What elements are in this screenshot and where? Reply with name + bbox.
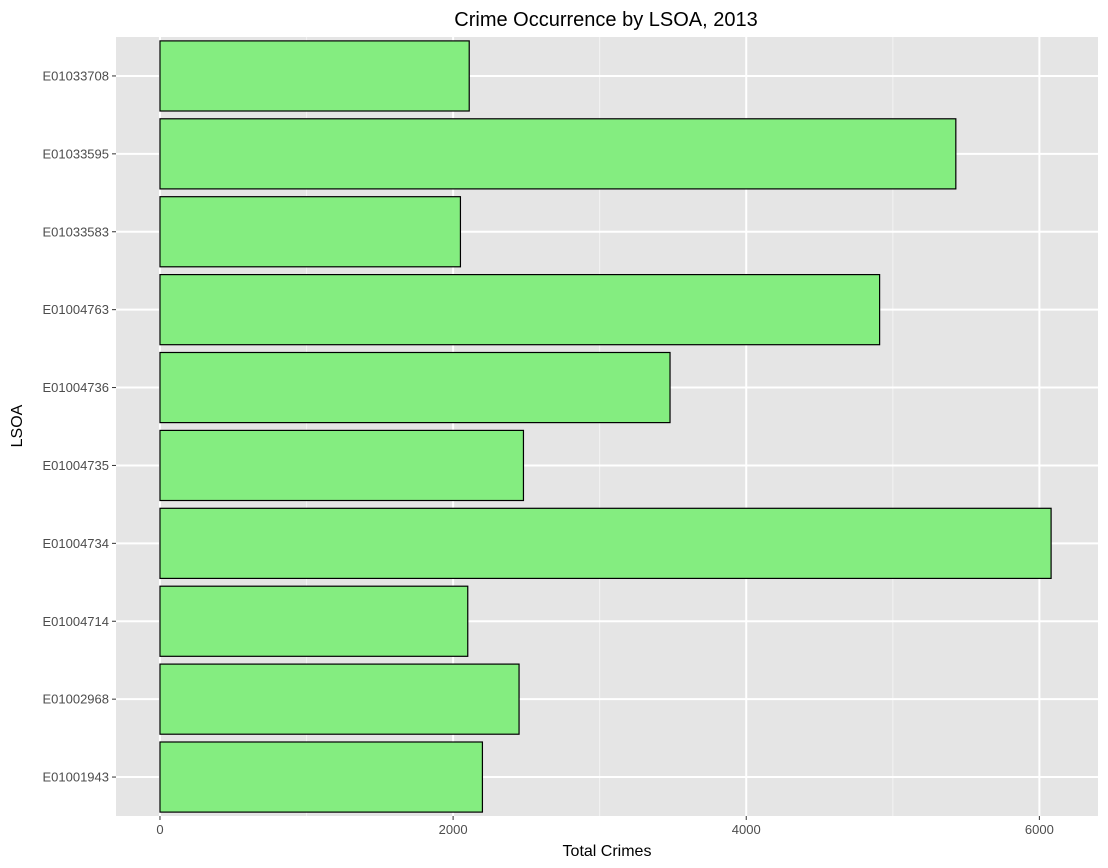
bar-e01004763 (159, 273, 881, 346)
x-tick-label: 2000 (439, 822, 468, 837)
bar-e01001943 (159, 741, 484, 813)
x-tick-label: 6000 (1025, 822, 1054, 837)
bar-e01033708 (159, 40, 470, 112)
y-tick-label: E01033583 (42, 224, 109, 239)
bar-e01033583 (159, 196, 462, 268)
x-axis-title: Total Crimes (563, 843, 652, 860)
y-tick-label: E01004734 (42, 536, 109, 551)
bar-e01002968 (159, 663, 520, 735)
y-tick-label: E01004735 (42, 458, 109, 473)
bar-e01004736 (159, 351, 671, 424)
bars (159, 40, 1052, 813)
y-axis-title: LSOA (9, 404, 26, 447)
x-tick-label: 4000 (732, 822, 761, 837)
y-tick-label: E01002968 (42, 692, 109, 707)
y-tick-label: E01004763 (42, 302, 109, 317)
y-tick-label: E01033708 (42, 68, 109, 83)
y-tick-label: E01004736 (42, 380, 109, 395)
y-tick-label: E01033595 (42, 146, 109, 161)
bar-e01004714 (159, 585, 469, 657)
y-axis-ticks: E01001943 E01002968 E01004714 E01004734 E010… (42, 68, 116, 785)
y-tick-label: E01001943 (42, 770, 109, 785)
bar-e01004734 (159, 507, 1052, 580)
bar-e01033595 (159, 118, 957, 190)
bar-e01004735 (159, 429, 525, 502)
x-tick-label: 0 (156, 822, 163, 837)
y-tick-label: E01004714 (42, 614, 109, 629)
x-axis-ticks: 0 2000 4000 6000 (156, 816, 1054, 837)
chart-title: Crime Occurrence by LSOA, 2013 (454, 9, 757, 31)
